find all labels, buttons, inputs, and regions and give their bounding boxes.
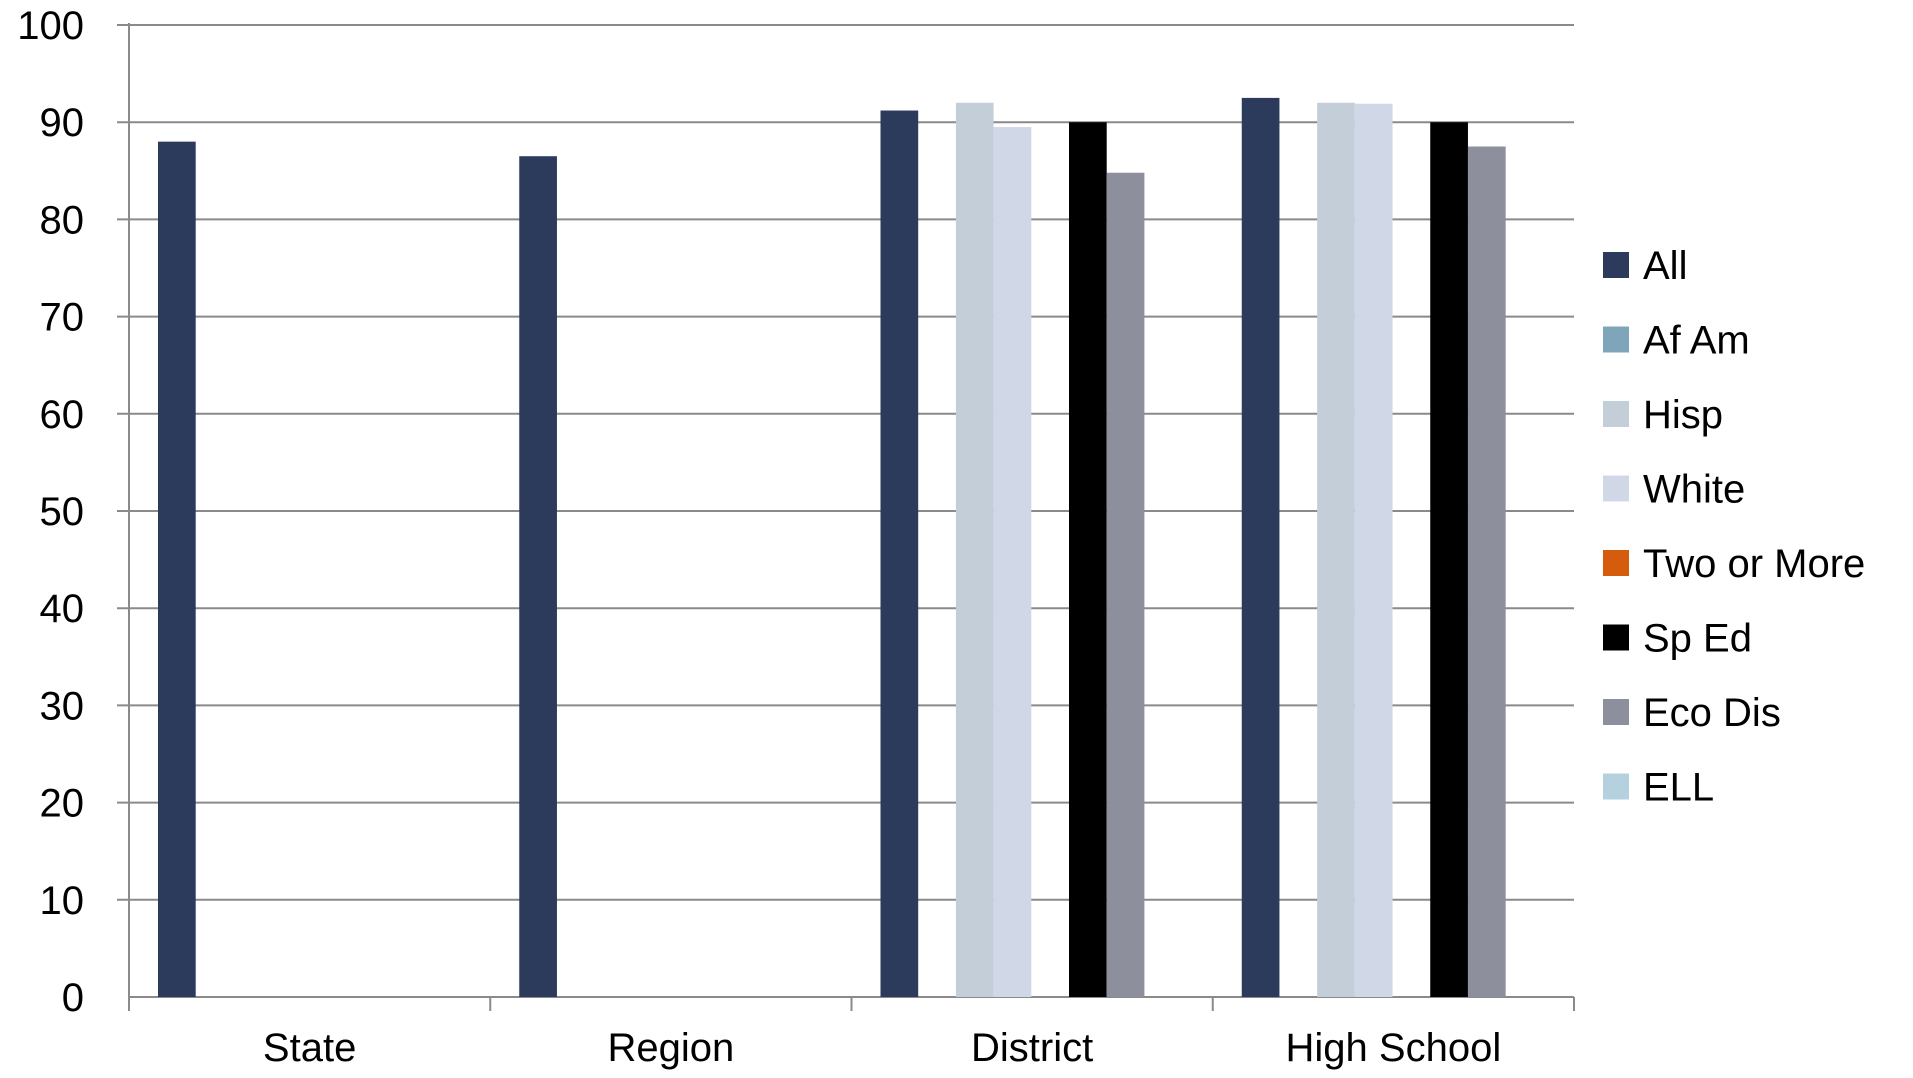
x-tick-labels: State Region District High School [263,1026,1501,1070]
legend-swatch [1603,252,1629,278]
bar-hisp-high-school [1317,102,1355,997]
x-tick-label: District [971,1026,1093,1070]
y-tick-label: 20 [40,782,85,826]
y-tick-label: 60 [40,393,85,437]
y-tick-label: 100 [17,4,84,48]
x-tick-label: State [263,1026,356,1070]
x-tick-label: High School [1286,1026,1502,1070]
legend-label: Hisp [1643,393,1723,437]
legend-label: All [1643,244,1687,288]
bar-eco-dis-high-school [1467,146,1506,997]
y-tick-label: 40 [40,587,85,631]
y-tick-label: 0 [62,976,84,1020]
bar-all-district [880,110,919,997]
bars [158,97,1506,998]
legend-swatch [1603,475,1629,502]
bar-white-district [993,127,1032,997]
y-tick-label: 50 [40,490,85,534]
bar-hisp-district [955,102,994,997]
y-tick-label: 10 [40,879,85,923]
legend-label: Two or More [1643,542,1865,586]
y-tick-labels: 0 10 20 30 40 50 60 70 80 90 100 [17,4,84,1020]
bar-white-high-school [1354,103,1393,998]
legend-swatch [1603,401,1629,427]
legend-swatch [1603,773,1629,800]
y-tick-label: 90 [40,101,85,145]
y-tick-label: 80 [40,198,85,242]
legend-label: Sp Ed [1643,617,1752,661]
x-tick-label: Region [607,1026,734,1070]
y-tick-label: 30 [40,684,85,728]
bar-eco-dis-district [1106,172,1145,997]
gridlines [117,24,1574,901]
legend-label: ELL [1643,766,1714,810]
legend-swatch [1603,550,1629,576]
y-tick-label: 70 [40,296,85,340]
bar-sp-ed-high-school [1430,122,1468,997]
legend-label: Af Am [1643,319,1750,363]
bar-all-state [158,141,196,997]
legend-label: White [1643,468,1745,512]
legend-swatch [1603,699,1629,725]
bar-all-high-school [1241,97,1280,997]
bar-all-region [519,156,557,998]
legend-swatch [1603,326,1629,353]
legend: All Af Am Hisp White Two or More Sp Ed Eco Dis… [1603,244,1865,810]
bar-sp-ed-district [1069,122,1107,997]
legend-swatch [1603,624,1629,651]
legend-label: Eco Dis [1643,691,1781,735]
